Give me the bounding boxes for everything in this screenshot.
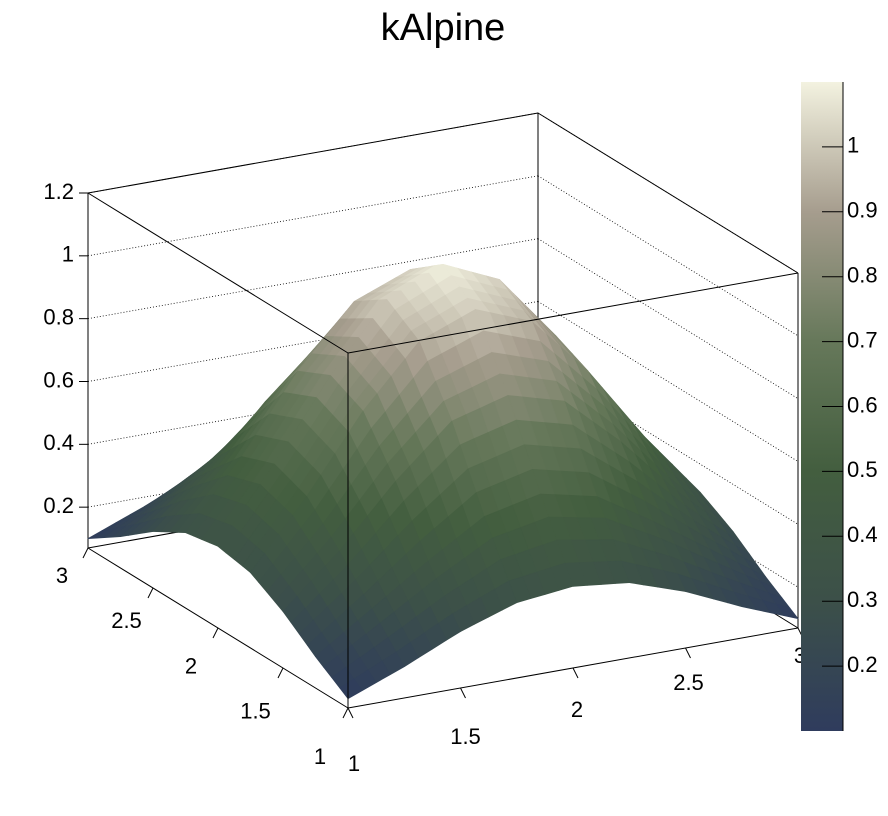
x-tick-label: 2 — [571, 697, 583, 722]
grid-line — [87, 175, 539, 257]
y-tick — [212, 627, 219, 639]
colorbar-tick-label: 0.6 — [847, 392, 878, 417]
box-edge — [347, 272, 799, 354]
grid-line — [87, 301, 539, 382]
x-tick-label: 2.5 — [673, 670, 704, 695]
box-edge — [537, 112, 799, 274]
y-tick-label: 1.5 — [240, 699, 271, 724]
y-tick — [82, 547, 89, 559]
y-tick-label: 1 — [314, 744, 326, 769]
x-tick — [460, 687, 466, 699]
y-tick — [277, 667, 284, 679]
colorbar-tick-label: 0.5 — [847, 457, 878, 482]
z-tick-label: 1 — [62, 242, 74, 267]
colorbar-tick-label: 0.4 — [847, 522, 878, 547]
surface — [87, 263, 799, 699]
x-tick — [685, 647, 691, 659]
colorbar-tick-label: 0.3 — [847, 587, 878, 612]
x-tick — [347, 707, 354, 719]
z-tick-label: 0.2 — [43, 493, 74, 518]
colorbar-tick-label: 0.9 — [847, 198, 878, 223]
colorbar-tick-label: 0.8 — [847, 263, 878, 288]
chart-title: kAlpine — [381, 7, 506, 49]
x-tick — [572, 667, 579, 679]
grid-line — [87, 238, 539, 320]
colorbar-tick-label: 0.2 — [847, 652, 878, 677]
grid-line — [87, 112, 539, 194]
y-tick-label: 2.5 — [111, 608, 142, 633]
colorbar-tick-label: 0.7 — [847, 327, 878, 352]
colorbar-tick-label: 1 — [847, 133, 859, 158]
x-tick-label: 1 — [348, 751, 360, 776]
z-tick-label: 0.4 — [43, 430, 74, 455]
y-tick-label: 2 — [185, 653, 197, 678]
z-tick-label: 0.6 — [43, 367, 74, 392]
front-layer: 0.20.40.60.811.211.522.5311.522.530.20.3… — [43, 82, 878, 776]
z-tick-label: 1.2 — [43, 179, 74, 204]
z-tick-label: 0.8 — [43, 304, 74, 329]
y-tick-label: 3 — [56, 563, 68, 588]
box-edge — [87, 192, 349, 354]
x-tick-label: 1.5 — [450, 724, 481, 749]
y-tick — [147, 587, 154, 599]
y-tick — [342, 707, 349, 719]
surface-patch — [339, 678, 363, 699]
